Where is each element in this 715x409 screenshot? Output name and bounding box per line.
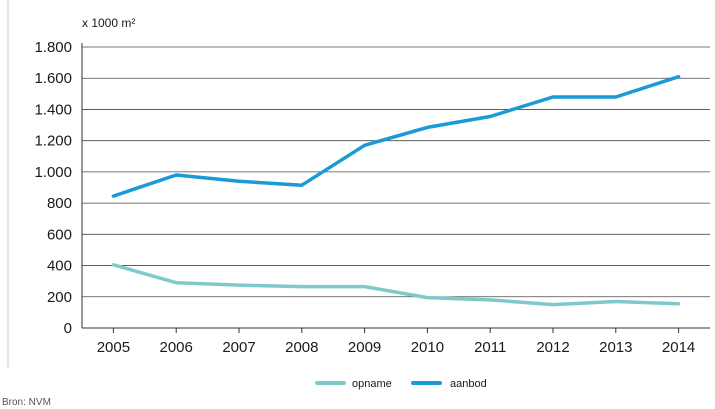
y-tick-label: 1.200: [34, 133, 72, 150]
series-lines: [111, 74, 681, 307]
legend-label-aanbod: aanbod: [450, 378, 487, 390]
x-tick-label: 2008: [285, 339, 318, 356]
x-tick-label: 2005: [97, 339, 130, 356]
x-tick-label: 2013: [599, 339, 632, 356]
y-unit-label: x 1000 m²: [82, 16, 135, 30]
x-tick-label: 2010: [411, 339, 444, 356]
gridlines: [82, 46, 710, 298]
legend-label-opname: opname: [352, 378, 392, 390]
x-tick-label: 2012: [536, 339, 569, 356]
series-line-aanbod: [111, 74, 681, 198]
source-label: Bron: NVM: [2, 397, 51, 408]
x-tick-label: 2006: [160, 339, 193, 356]
y-tick-label: 600: [47, 226, 72, 243]
y-tick-label: 200: [47, 289, 72, 306]
y-tick-label: 1.600: [34, 70, 72, 87]
series-line-opname: [111, 263, 681, 307]
axes: [81, 43, 710, 333]
y-tick-label: 1.000: [34, 164, 72, 181]
y-tick-label: 0: [64, 320, 72, 337]
legend: opname aanbod: [315, 378, 487, 390]
y-tick-label: 400: [47, 258, 72, 275]
y-tick-label: 1.800: [34, 39, 72, 56]
x-tick-label: 2014: [662, 339, 695, 356]
x-tick-label: 2009: [348, 339, 381, 356]
y-tick-label: 1.400: [34, 101, 72, 118]
y-tick-label: 800: [47, 195, 72, 212]
x-tick-label: 2007: [222, 339, 255, 356]
tick-labels: 0 200 400 600 800 1.000 1.200 1.400 1.600 1.800 20…: [34, 39, 695, 356]
x-tick-label: 2011: [474, 339, 506, 356]
